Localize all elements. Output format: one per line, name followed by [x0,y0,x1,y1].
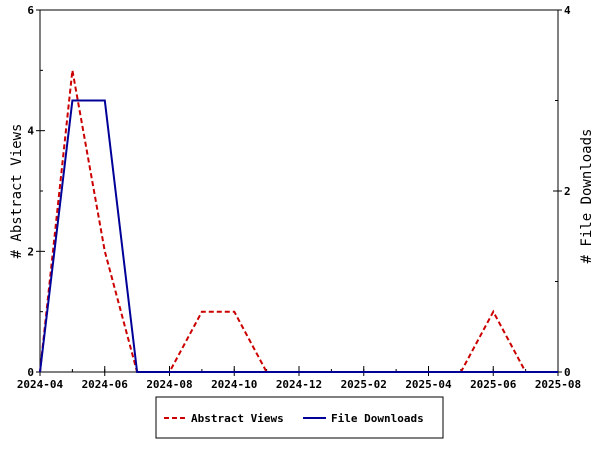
y-left-tick-label: 0 [27,366,34,379]
y-left-tick-label: 2 [27,245,34,258]
x-tick-label: 2024-10 [211,378,257,391]
y-left-tick-label: 4 [27,125,34,138]
x-tick-label: 2025-06 [470,378,517,391]
x-tick-label: 2024-08 [146,378,192,391]
y-right-tick-label: 0 [564,366,571,379]
legend-label-abstract-views: Abstract Views [191,412,284,425]
series-line-abstract-views [39,70,558,373]
series-line-file-downloads [39,99,558,373]
x-tick-label: 2024-12 [276,378,322,391]
y-right-tick-label: 2 [564,185,571,198]
legend-label-file-downloads: File Downloads [331,412,424,425]
legend: Abstract Views File Downloads [155,396,444,439]
x-tick-label: 2025-08 [535,378,581,391]
y-axis-title-right: # File Downloads [579,129,595,264]
series-layer [39,70,558,373]
legend-box [155,396,444,439]
plot-frame [39,9,559,373]
x-tick-label: 2024-04 [17,378,64,391]
y-left-tick-label: 6 [27,4,34,17]
x-tick-label: 2025-02 [341,378,387,391]
axes-layer: 2024-04 2024-06 2024-08 2024-10 2024-12 2025-… [17,4,581,391]
y-axis-title-left: # Abstract Views [9,124,25,259]
y-right-tick-label: 4 [564,4,571,17]
x-tick-label: 2025-04 [405,378,452,391]
x-tick-label: 2024-06 [82,378,129,391]
